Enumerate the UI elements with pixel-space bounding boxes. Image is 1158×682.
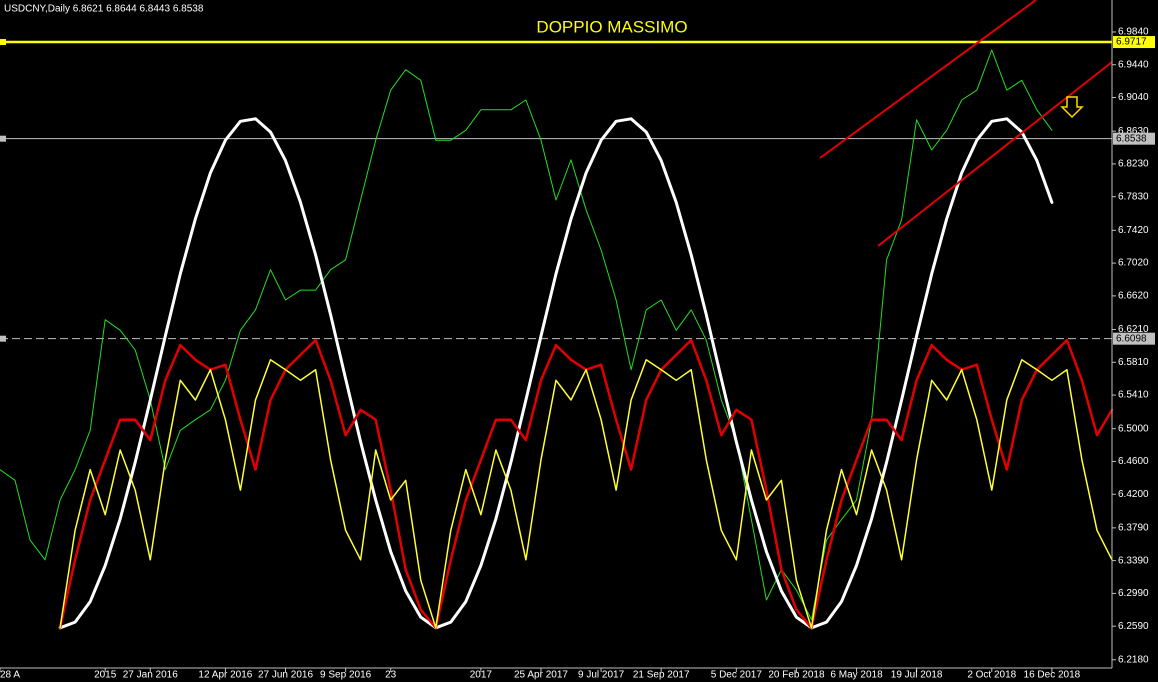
- price-label-box: [1113, 36, 1155, 49]
- x-tick-label: 12 Apr 2016: [198, 670, 252, 681]
- x-tick-label: 20 Feb 2018: [768, 670, 825, 681]
- x-tick-label: 9 Sep 2016: [320, 670, 372, 681]
- price-marker: [0, 135, 6, 142]
- plot-area: [0, 40, 1114, 630]
- series-line: [0, 49, 1053, 621]
- x-tick-label: 5 Dec 2017: [711, 670, 763, 681]
- price-marker: [0, 335, 6, 342]
- y-tick-label: 6.8230: [1118, 159, 1149, 170]
- y-tick-label: 6.9840: [1118, 27, 1149, 38]
- y-tick-label: 6.6620: [1118, 291, 1149, 302]
- trend-line: [819, 0, 1037, 159]
- x-tick-label: 2 Oct 2018: [967, 670, 1016, 681]
- y-tick-label: 6.5000: [1118, 423, 1149, 434]
- y-tick-label: 6.9440: [1118, 59, 1149, 70]
- series-line: [58, 117, 1054, 630]
- y-tick-label: 6.6210: [1118, 324, 1149, 335]
- y-tick-label: 6.4200: [1118, 489, 1149, 500]
- price-marker: [0, 39, 6, 46]
- x-tick-label: 2017: [470, 670, 493, 681]
- y-tick-label: 6.5810: [1118, 357, 1149, 368]
- y-tick-label: 6.4600: [1118, 456, 1149, 467]
- y-tick-label: 6.8630: [1118, 126, 1149, 137]
- price-label: 6.9717: [1116, 37, 1147, 48]
- down-arrow: [1060, 96, 1084, 119]
- y-tick-label: 6.3390: [1118, 555, 1149, 566]
- x-tick-label: 9 Jul 2017: [578, 670, 625, 681]
- y-tick-label: 6.5410: [1118, 390, 1149, 401]
- x-tick-label: 27 Jan 2016: [123, 670, 178, 681]
- x-tick-label: 27 Jun 2016: [258, 670, 313, 681]
- y-tick-label: 6.2990: [1118, 588, 1149, 599]
- price-label-box: [1113, 132, 1155, 145]
- y-tick-label: 6.7020: [1118, 258, 1149, 269]
- price-label: 6.6098: [1116, 333, 1147, 344]
- x-tick-label: 19 Jul 2018: [891, 670, 943, 681]
- x-tick-label: 28 A: [0, 670, 20, 681]
- price-label: 6.8538: [1116, 133, 1147, 144]
- x-tick-label: 2015: [94, 670, 117, 681]
- y-tick-label: 6.3790: [1118, 522, 1149, 533]
- annotation: DOPPIO MASSIMO: [536, 17, 687, 36]
- y-tick-label: 6.2180: [1118, 654, 1149, 665]
- trend-line: [877, 61, 1113, 247]
- x-tick-label: 16 Dec 2018: [1024, 670, 1081, 681]
- x-tick-label: 25 Apr 2017: [514, 670, 568, 681]
- y-tick-label: 6.7830: [1118, 191, 1149, 202]
- y-tick-label: 6.9040: [1118, 92, 1149, 103]
- x-tick-label: 6 May 2018: [830, 670, 883, 681]
- price-label-box: [1113, 332, 1155, 345]
- y-tick-label: 6.7420: [1118, 225, 1149, 236]
- y-tick-label: 6.2590: [1118, 621, 1149, 632]
- x-tick-label: 21 Sep 2017: [633, 670, 690, 681]
- chart-title: USDCNY,Daily 6.8621 6.8644 6.8443 6.8538: [4, 4, 204, 15]
- series-line: [59, 359, 1113, 629]
- x-tick-label: 23: [385, 670, 397, 681]
